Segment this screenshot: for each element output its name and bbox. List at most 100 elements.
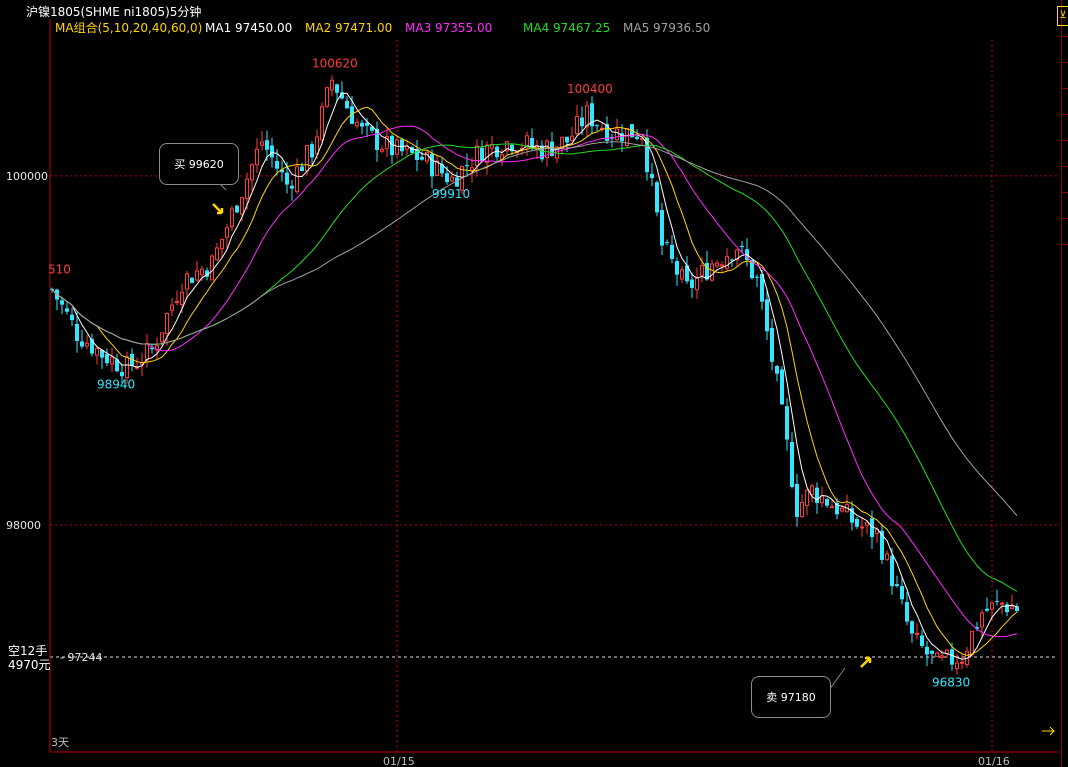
side-tab[interactable] [1062, 140, 1068, 167]
candle-body [715, 262, 719, 267]
side-tab[interactable] [1062, 62, 1068, 89]
candle-body [175, 300, 179, 303]
ma-legend-item: MA2 97471.00 [305, 21, 392, 35]
candle-body [785, 406, 789, 440]
candle-body [440, 164, 444, 174]
position-price-label: - 97244 [60, 651, 102, 664]
candle-body [590, 103, 594, 127]
side-tab[interactable] [1062, 114, 1068, 141]
candle-body [310, 144, 314, 158]
candle-body [125, 356, 129, 379]
candle-body [485, 144, 489, 164]
candle-body [395, 139, 399, 155]
candle-body [540, 145, 544, 160]
side-tab[interactable] [1062, 244, 1068, 271]
candle-body [960, 661, 964, 664]
candle-body [90, 339, 94, 354]
side-tab[interactable] [1062, 166, 1068, 193]
candle-body [315, 136, 319, 155]
candle-body [50, 288, 54, 290]
candle-body [95, 348, 99, 356]
candle-body [235, 205, 239, 213]
candle-body [145, 343, 149, 361]
side-tab[interactable] [1062, 192, 1068, 219]
candle-body [185, 273, 189, 290]
side-tab[interactable] [1062, 88, 1068, 115]
candle-body [800, 501, 804, 518]
candle-body [675, 261, 679, 275]
ma-legend-item: MA4 97467.25 [523, 21, 610, 35]
ma-lines [51, 92, 1018, 660]
candle-body [165, 312, 169, 334]
candle-body [150, 347, 154, 350]
candle-body [115, 359, 119, 372]
candle-body [920, 635, 924, 647]
candle-body [260, 141, 264, 146]
candle-body [835, 502, 839, 515]
candle-body [905, 602, 909, 622]
candle-body [880, 530, 884, 560]
position-lots: 空12手 [8, 644, 48, 658]
candle-body [325, 87, 329, 107]
candle-body [350, 106, 354, 124]
candle-body [915, 632, 919, 635]
ma-legend-item: MA3 97355.00 [405, 21, 492, 35]
candle-body [360, 122, 364, 127]
candle-body [840, 507, 844, 512]
candle-body [750, 260, 754, 279]
candle-body [220, 238, 224, 250]
candle-body [75, 324, 79, 341]
candle-body [225, 227, 229, 238]
candle-body [565, 136, 569, 143]
candle-body [505, 141, 509, 152]
candle-body [770, 327, 774, 362]
candle-body [455, 177, 459, 187]
candle-body [690, 279, 694, 288]
ma-group-label[interactable]: MA组合(5,10,20,40,60,0) [55, 20, 202, 35]
extreme-price-label: 100400 [567, 82, 613, 96]
buy-signal-box[interactable]: 买 99620 [159, 143, 239, 185]
candle-body [665, 242, 669, 244]
side-tab[interactable] [1062, 218, 1068, 245]
side-tab[interactable] [1062, 36, 1068, 63]
candle-body [980, 612, 984, 628]
candle-body [700, 264, 704, 276]
position-pnl: 4970元 [8, 658, 51, 672]
candle-body [910, 621, 914, 634]
candle-body [170, 304, 174, 311]
candle-body [970, 630, 974, 656]
candle-body [935, 652, 939, 658]
candle-body [305, 144, 309, 172]
candle-body [725, 256, 729, 269]
ma-line-60 [51, 141, 1018, 517]
candle-body [755, 276, 759, 278]
candle-body [420, 156, 424, 160]
candle-body [930, 650, 934, 654]
candle-body [795, 483, 799, 517]
candle-body [655, 182, 659, 213]
candle-body [580, 117, 584, 127]
x-tick-label: 01/16 [978, 755, 1010, 767]
candle-body [375, 128, 379, 150]
candle-body [470, 167, 474, 172]
candle-body [280, 169, 284, 173]
side-collapse-button[interactable]: ⊻ [1057, 6, 1068, 26]
candle-body [355, 122, 359, 127]
candle-body [270, 145, 274, 158]
sell-signal-box[interactable]: 卖 97180 [751, 676, 831, 718]
candle-body [105, 354, 109, 364]
candle-body [60, 300, 64, 305]
right-side-panel [1061, 0, 1068, 767]
candle-body [445, 173, 449, 183]
position-info: 空12手 4970元 [8, 644, 51, 672]
candle-body [300, 166, 304, 172]
candle-body [850, 508, 854, 523]
candle-body [825, 499, 829, 506]
chart-title: 沪镍1805(SHME ni1805)5分钟 [26, 4, 201, 19]
candle-body [660, 210, 664, 246]
candle-body [865, 521, 869, 526]
ma-line-10 [51, 106, 1018, 657]
candle-body [200, 268, 204, 276]
candle-body [190, 277, 194, 283]
